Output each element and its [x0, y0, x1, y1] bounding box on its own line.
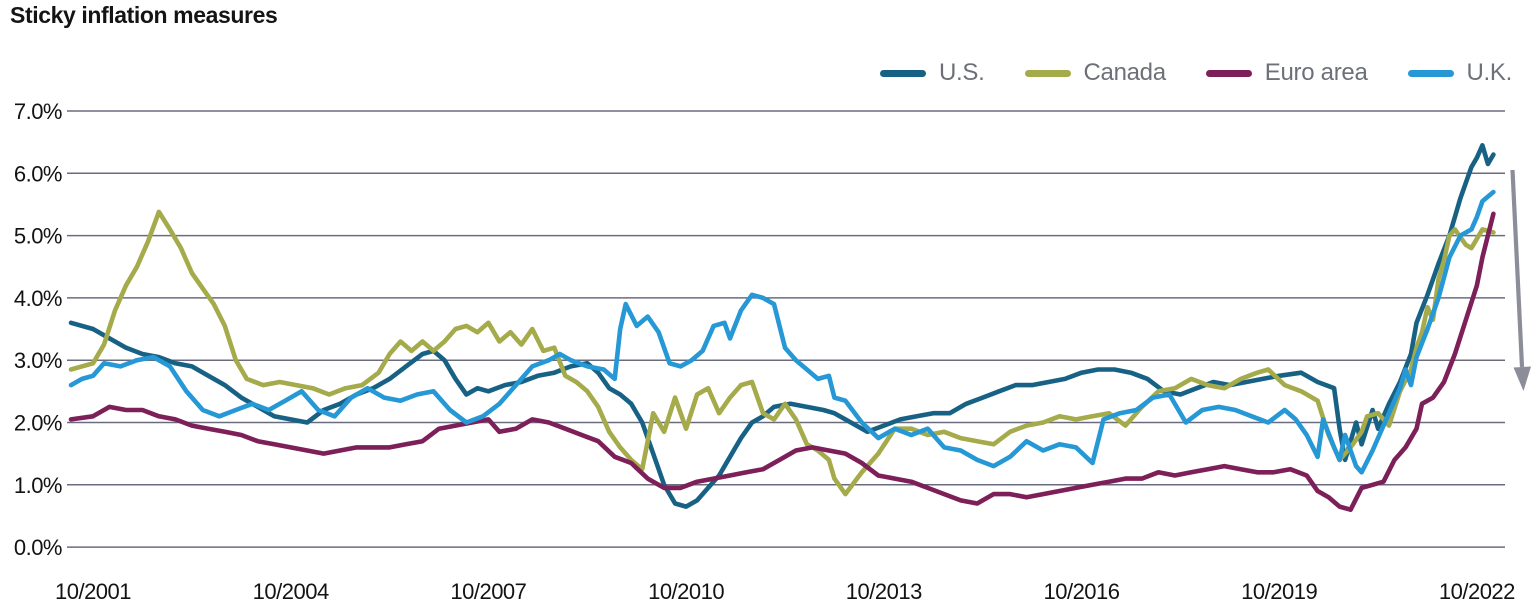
x-tick-label: 10/2013: [846, 579, 922, 604]
x-tick-label: 10/2007: [450, 579, 526, 604]
legend: U.S. Canada Euro area U.K.: [880, 59, 1512, 87]
legend-swatch-u-k: [1407, 69, 1454, 77]
legend-label-euro-area: Euro area: [1264, 59, 1368, 86]
y-tick-label: 1.0%: [14, 473, 62, 498]
legend-label-u-k: U.K.: [1466, 59, 1513, 86]
y-tick-label: 5.0%: [14, 224, 62, 249]
line-euro-area: [68, 211, 1496, 513]
legend-label-canada: Canada: [1083, 59, 1167, 86]
legend-item-euro-area: Euro area: [1205, 59, 1368, 87]
y-tick-label: 3.0%: [14, 348, 62, 373]
y-tick-label: 7.0%: [14, 99, 62, 124]
chart-title: Sticky inflation measures: [10, 2, 278, 28]
x-tick-label: 10/2004: [253, 579, 329, 604]
line-canada: [68, 209, 1496, 497]
legend-item-u-k: U.K.: [1407, 59, 1513, 87]
legend-item-u-s: U.S.: [880, 59, 985, 87]
x-tick-label: 10/2001: [55, 579, 131, 604]
x-tick-label: 10/2010: [648, 579, 724, 604]
legend-swatch-u-s: [880, 69, 926, 77]
line-u-s: [68, 143, 1496, 509]
x-tick-label: 10/2016: [1043, 579, 1119, 604]
down-arrow-icon: [1510, 169, 1531, 391]
y-tick-label: 6.0%: [14, 161, 62, 186]
x-tick-label: 10/2019: [1241, 579, 1317, 604]
legend-label-u-s: U.S.: [939, 59, 985, 86]
y-tick-label: 4.0%: [14, 286, 62, 311]
legend-item-canada: Canada: [1024, 59, 1167, 87]
x-tick-label: 10/2022: [1439, 579, 1515, 604]
y-tick-label: 0.0%: [14, 535, 62, 560]
legend-swatch-canada: [1024, 69, 1071, 77]
y-tick-label: 2.0%: [14, 411, 62, 436]
line-u-k: [68, 189, 1496, 475]
legend-swatch-euro-area: [1205, 69, 1252, 77]
